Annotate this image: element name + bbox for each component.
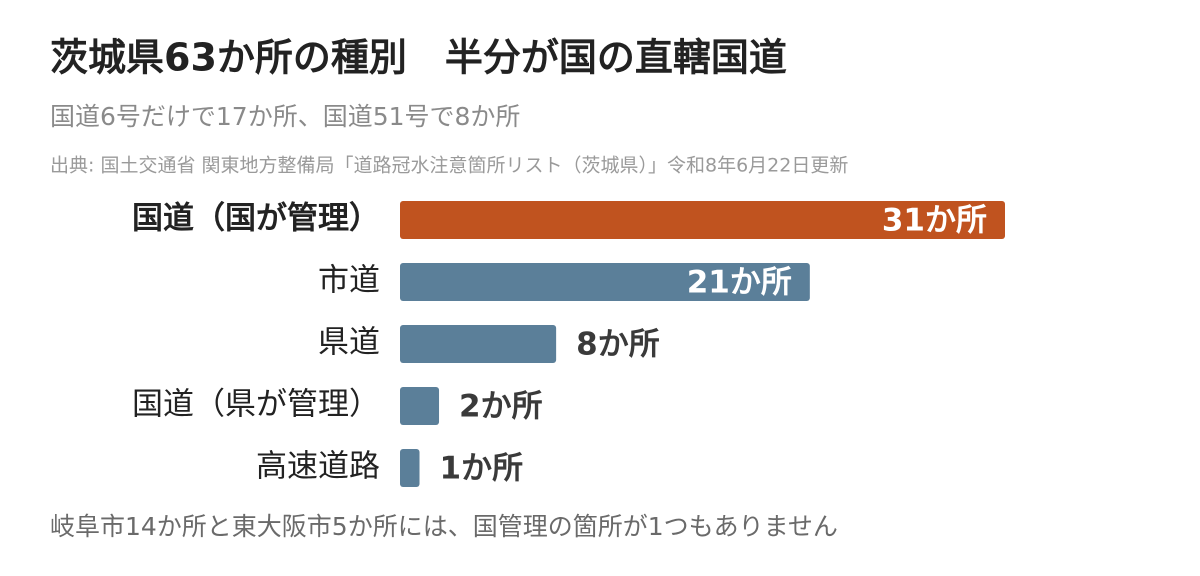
bar <box>400 387 440 425</box>
bar <box>400 201 1005 239</box>
chart-title: 茨城県63か所の種別 半分が国の直轄国道 <box>50 36 787 80</box>
value-label: 2か所 <box>459 389 543 425</box>
category-label: 国道（国が管理） <box>132 201 380 237</box>
category-label: 市道 <box>318 263 380 299</box>
bar <box>400 325 557 363</box>
bar <box>400 263 810 301</box>
category-label: 高速道路 <box>256 449 380 485</box>
category-label: 県道 <box>318 325 380 361</box>
chart-note: 岐阜市14か所と東大阪市5か所には、国管理の箇所が1つもありません <box>50 512 838 541</box>
value-label: 31か所 <box>882 203 987 239</box>
chart-subtitle: 国道6号だけで17か所、国道51号で8か所 <box>50 102 520 131</box>
value-label: 21か所 <box>687 265 792 301</box>
value-label: 1か所 <box>440 451 524 487</box>
chart-source: 出典: 国土交通省 関東地方整備局「道路冠水注意箇所リスト（茨城県）」令和8年6… <box>50 155 848 177</box>
value-label: 8か所 <box>576 327 660 363</box>
bar <box>400 449 420 487</box>
category-label: 国道（県が管理） <box>132 387 380 423</box>
